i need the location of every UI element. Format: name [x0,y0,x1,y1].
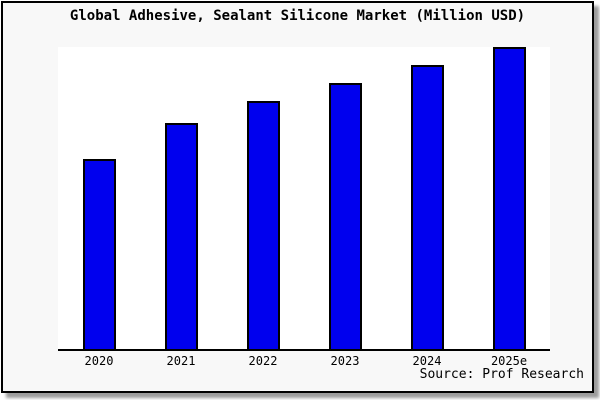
source-credit: Source: Prof Research [419,367,584,382]
bar-2022 [246,101,280,349]
bar-2025e [492,47,526,349]
bars-container [58,47,550,349]
bar-2024 [410,65,444,349]
x-axis-labels: 2020 2021 2022 2023 2024 2025e [58,354,550,368]
bar-slot [58,47,140,349]
bar-slot [222,47,304,349]
x-tick-label-2022: 2022 [248,354,278,368]
chart-frame: Global Adhesive, Sealant Silicone Market… [1,1,594,393]
bar-2020 [82,158,116,349]
bar-2023 [328,83,362,349]
bar-slot [304,47,386,349]
bar-slot [468,47,550,349]
x-tick-label-2025e: 2025e [490,354,528,368]
x-tick-label-2021: 2021 [166,354,196,368]
x-tick-label-2020: 2020 [84,354,114,368]
bar-slot [386,47,468,349]
bar-slot [140,47,222,349]
plot-area [58,47,550,351]
x-tick-label-2024: 2024 [412,354,442,368]
bar-2021 [164,122,198,349]
x-tick-label-2023: 2023 [330,354,360,368]
chart-title: Global Adhesive, Sealant Silicone Market… [69,8,526,24]
